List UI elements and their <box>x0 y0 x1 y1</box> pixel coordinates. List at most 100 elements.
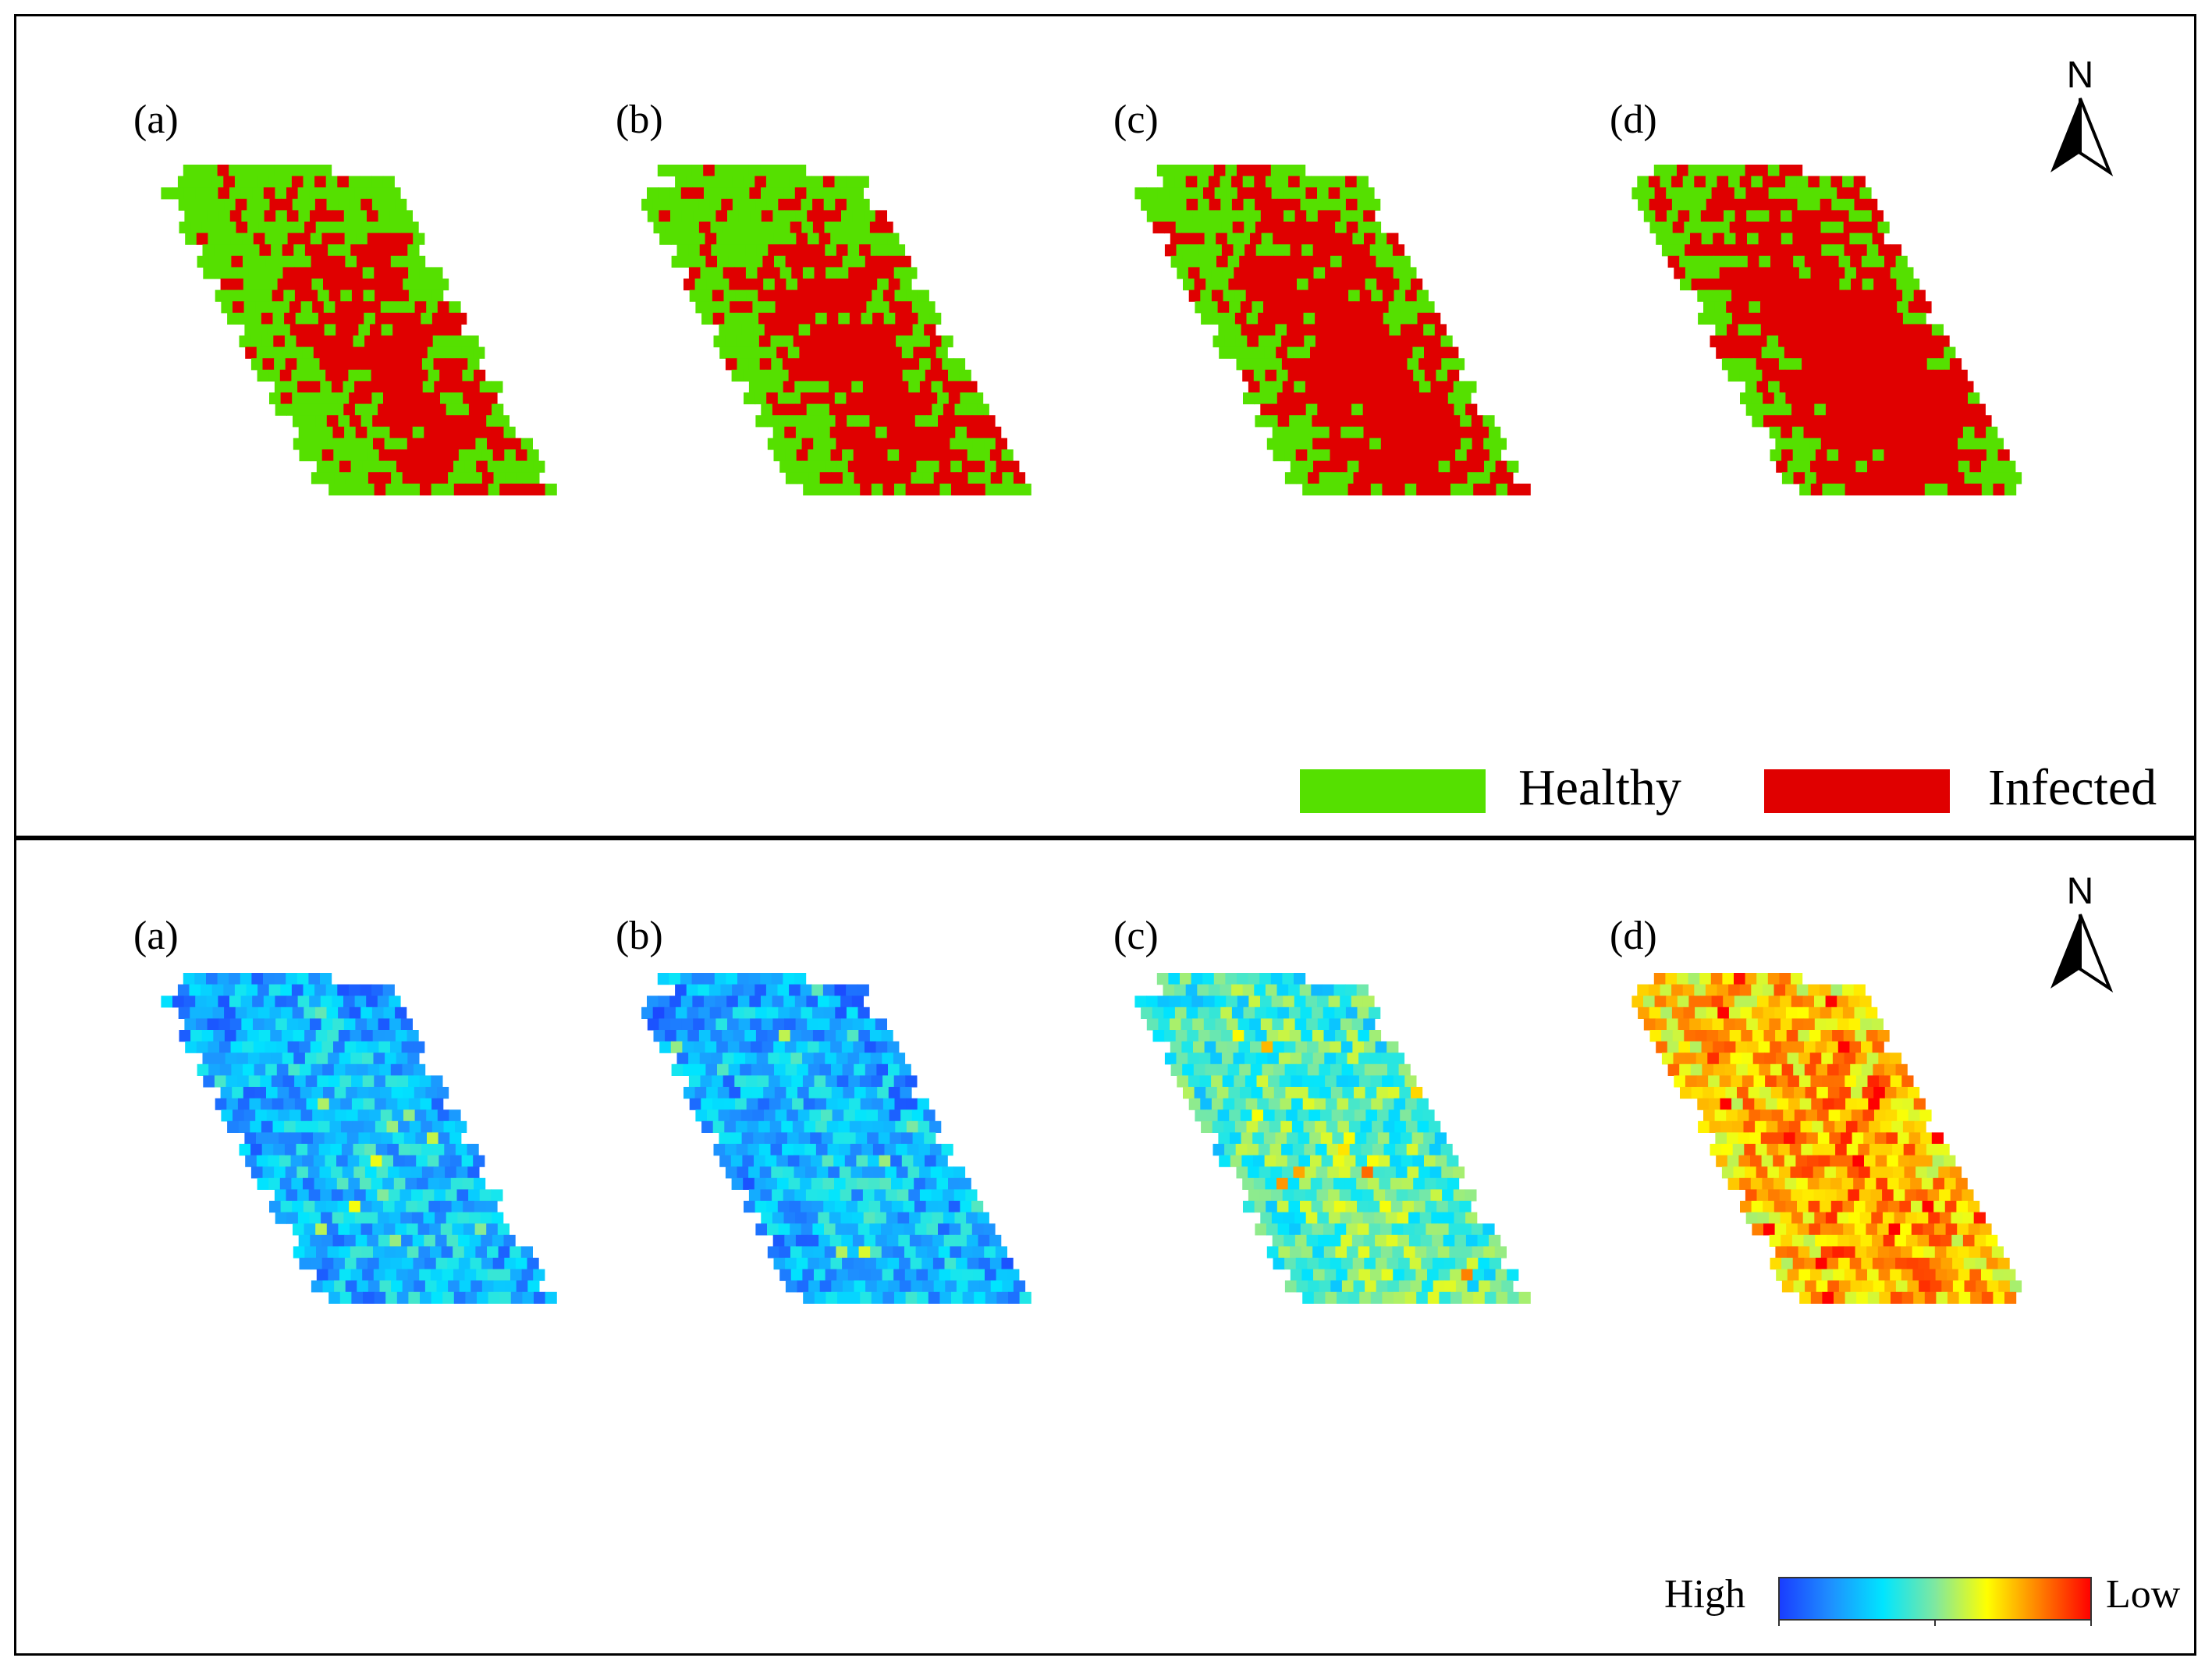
infected-cell <box>383 392 396 405</box>
index-cell <box>1884 1280 1897 1293</box>
index-cell <box>505 1280 517 1293</box>
healthy-cell <box>1340 210 1353 222</box>
index-cell <box>1791 996 1803 1008</box>
healthy-cell <box>694 255 706 268</box>
infected-cell <box>380 279 392 291</box>
healthy-cell <box>847 222 859 234</box>
index-cell <box>366 996 378 1008</box>
healthy-cell <box>1296 472 1308 485</box>
index-cell <box>704 996 716 1008</box>
healthy-cell <box>694 233 706 245</box>
healthy-cell <box>213 222 225 234</box>
index-cell <box>1281 1166 1294 1179</box>
infected-cell <box>352 312 364 325</box>
infected-cell <box>1892 358 1905 371</box>
healthy-cell <box>717 255 730 268</box>
healthy-cell <box>1348 289 1361 302</box>
index-cell <box>694 1041 706 1053</box>
index-cell <box>378 1041 391 1053</box>
index-cell <box>1353 1280 1365 1293</box>
infected-cell <box>1993 483 2005 495</box>
index-cell <box>1386 1234 1398 1247</box>
infected-cell <box>1404 438 1416 450</box>
index-cell <box>1746 1018 1759 1031</box>
healthy-cell <box>1968 392 1980 405</box>
index-cell <box>515 1258 528 1270</box>
index-cell <box>825 1053 837 1065</box>
healthy-cell <box>2004 483 2017 495</box>
healthy-cell <box>246 176 258 188</box>
index-cell <box>785 1258 797 1270</box>
healthy-cell <box>1653 165 1666 177</box>
healthy-cell <box>1416 289 1429 302</box>
index-cell <box>1958 1291 1971 1304</box>
index-cell <box>1797 1006 1809 1019</box>
infected-cell <box>893 460 906 473</box>
healthy-cell <box>371 198 385 211</box>
index-cell <box>1930 1280 1942 1293</box>
healthy-cell <box>421 358 435 371</box>
index-cell <box>1932 1155 1944 1167</box>
index-cell <box>1359 1098 1372 1110</box>
infected-cell <box>1384 358 1397 371</box>
index-cell <box>761 996 773 1008</box>
index-cell <box>312 1109 325 1122</box>
healthy-cell <box>459 472 471 485</box>
infected-cell <box>822 346 834 359</box>
infected-cell <box>1869 358 1882 371</box>
index-cell <box>816 1166 829 1179</box>
healthy-cell <box>251 165 264 177</box>
infected-cell <box>390 449 403 462</box>
index-cell <box>201 1006 214 1019</box>
index-cell <box>1285 1087 1298 1099</box>
index-cell <box>259 1053 272 1065</box>
healthy-cell <box>1678 233 1691 245</box>
index-cell <box>1898 1132 1910 1145</box>
healthy-cell <box>1820 222 1833 234</box>
infected-cell <box>1501 472 1514 485</box>
infected-cell <box>351 267 364 279</box>
index-cell <box>1442 1212 1455 1224</box>
index-cell <box>1735 1041 1748 1053</box>
index-cell <box>432 1144 445 1156</box>
infected-cell <box>1939 381 1951 393</box>
healthy-cell <box>1300 198 1312 211</box>
index-cell <box>1507 1269 1519 1281</box>
index-cell <box>239 1144 251 1156</box>
index-map-d <box>1631 973 2022 1304</box>
map-label-a: (a) <box>133 98 179 142</box>
healthy-cell <box>311 279 324 291</box>
index-cell <box>925 1201 938 1213</box>
index-cell <box>1170 1018 1182 1031</box>
index-cell <box>459 1280 471 1293</box>
infected-cell <box>1211 289 1224 302</box>
infected-cell <box>1325 289 1338 302</box>
index-cell <box>1467 1280 1479 1293</box>
index-cell <box>374 1075 386 1088</box>
healthy-cell <box>851 187 864 200</box>
index-cell <box>1709 1120 1721 1133</box>
infected-cell <box>1905 381 1917 393</box>
infected-cell <box>396 244 408 257</box>
infected-cell <box>830 449 843 462</box>
index-cell <box>1862 1087 1874 1099</box>
index-cell <box>1489 1234 1501 1247</box>
infected-cell <box>909 403 921 416</box>
index-cell <box>1349 1144 1362 1156</box>
index-cell <box>1305 1212 1318 1224</box>
index-cell <box>848 1075 861 1088</box>
index-cell <box>750 1018 762 1031</box>
index-cell <box>847 1030 859 1042</box>
index-cell <box>1842 984 1855 996</box>
index-cell <box>766 1006 779 1019</box>
index-cell <box>1853 984 1866 996</box>
healthy-cell <box>1661 222 1674 234</box>
index-cell <box>1901 1075 1914 1088</box>
healthy-cell <box>1218 324 1230 336</box>
infected-cell <box>1849 449 1862 462</box>
healthy-cell <box>1301 244 1314 257</box>
healthy-cell <box>659 233 672 245</box>
index-cell <box>1695 1006 1707 1019</box>
index-cell <box>1778 1144 1791 1156</box>
infected-cell <box>1278 222 1291 234</box>
